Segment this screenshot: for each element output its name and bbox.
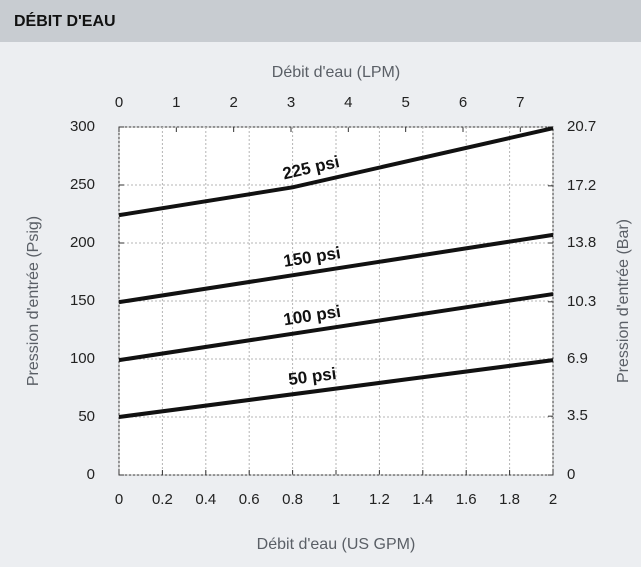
data-line	[118, 358, 554, 419]
data-line	[118, 292, 554, 363]
y2-axis-title: Pression d'entrée (Bar)	[615, 219, 632, 383]
x2-tick-label: 7	[516, 94, 524, 111]
x-tick-label: 1.8	[499, 491, 520, 508]
x-tick-label: 1.6	[456, 491, 477, 508]
y-tick-label: 150	[70, 292, 95, 309]
x2-tick-label: 5	[401, 94, 409, 111]
x-tick-label: 0	[115, 491, 123, 508]
x2-tick-label: 4	[344, 94, 352, 111]
x2-tick-label: 0	[115, 94, 123, 111]
y2-tick-label: 6.9	[567, 350, 588, 367]
data-line	[118, 232, 554, 305]
x-axis-title: Débit d'eau (US GPM)	[257, 536, 416, 553]
x-tick-label: 1	[332, 491, 340, 508]
y-tick-label: 250	[70, 176, 95, 193]
x-tick-label: 0.8	[282, 491, 303, 508]
y2-tick-label: 3.5	[567, 407, 588, 424]
x2-tick-label: 1	[172, 94, 180, 111]
y2-tick-label: 13.8	[567, 234, 596, 251]
x-tick-label: 0.4	[195, 491, 216, 508]
x2-tick-label: 3	[287, 94, 295, 111]
y2-tick-label: 17.2	[567, 177, 596, 194]
y-tick-label: 200	[70, 234, 95, 251]
y-tick-label: 300	[70, 118, 95, 135]
y-tick-label: 0	[87, 466, 95, 483]
y-tick-label: 50	[78, 408, 95, 425]
y-tick-label: 100	[70, 350, 95, 367]
x2-axis-title: Débit d'eau (LPM)	[272, 64, 400, 81]
x2-tick-label: 6	[459, 94, 467, 111]
y2-tick-label: 20.7	[567, 118, 596, 135]
data-line	[118, 126, 554, 218]
x-tick-label: 1.4	[412, 491, 433, 508]
y2-tick-label: 0	[567, 466, 575, 483]
y2-tick-label: 10.3	[567, 293, 596, 310]
chart-title: DÉBIT D'EAU	[14, 11, 116, 30]
x-tick-label: 0.6	[239, 491, 260, 508]
y-axis-title: Pression d'entrée (Psig)	[25, 216, 42, 386]
x-tick-label: 2	[549, 491, 557, 508]
x-tick-label: 0.2	[152, 491, 173, 508]
x-tick-label: 1.2	[369, 491, 390, 508]
x2-tick-label: 2	[229, 94, 237, 111]
header-band	[0, 0, 641, 42]
